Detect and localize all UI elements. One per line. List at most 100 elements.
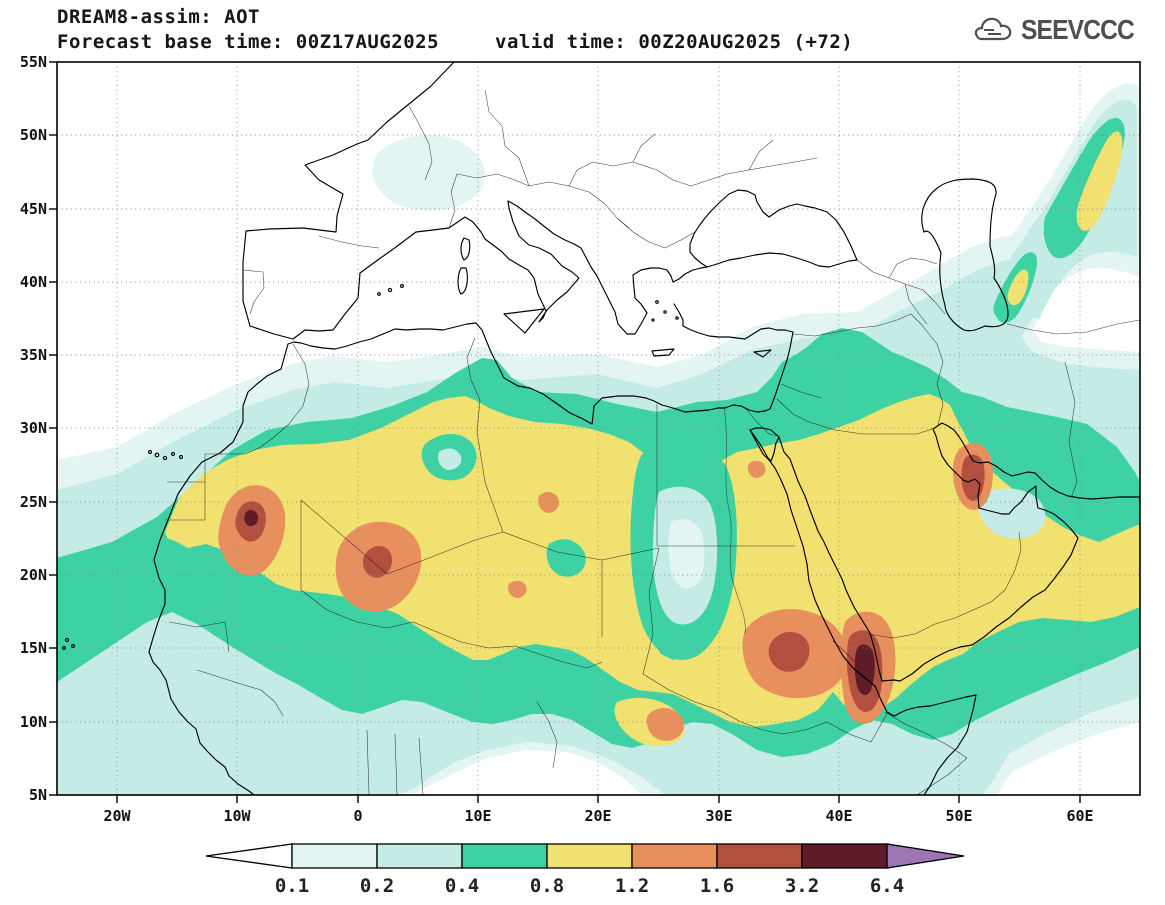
lon-tick-label: 0 — [353, 807, 362, 825]
coast-red-sea-west — [749, 429, 977, 795]
lon-tick-label: 60E — [1066, 807, 1093, 825]
lat-tick-label: 50N — [20, 126, 47, 144]
border-segment — [832, 640, 856, 663]
border-segment — [484, 89, 530, 187]
valid-time: valid time: 00Z20AUG2025 (+72) — [495, 31, 854, 53]
lat-tick-label: 35N — [20, 346, 47, 364]
lat-tick-label: 5N — [29, 786, 47, 804]
forecast-base-time: Forecast base time: 00Z17AUG2025 — [57, 31, 440, 53]
border-segment — [165, 482, 206, 521]
colorbar-segment — [546, 843, 633, 869]
colorbar: 0.1 0.2 0.4 0.8 1.2 1.6 3.2 6.4 — [205, 843, 965, 897]
seevccc-logo: SEEVCCC — [969, 14, 1149, 46]
lat-tick-label: 15N — [20, 639, 47, 657]
logo-text: SEEVCCC — [1020, 14, 1135, 45]
colorbar-label: 3.2 — [785, 875, 819, 897]
border-segment — [922, 289, 946, 315]
colorbar-labels: 0.1 0.2 0.4 0.8 1.2 1.6 3.2 6.4 — [275, 875, 904, 897]
border-segment — [1006, 319, 1140, 335]
colorbar-segment — [801, 843, 888, 869]
colorbar-segment — [631, 843, 718, 869]
small-islands — [62, 284, 679, 650]
colorbar-label: 1.6 — [700, 875, 734, 897]
colorbar-label: 1.2 — [615, 875, 649, 897]
colorbar-segment — [376, 843, 463, 869]
border-segment — [690, 157, 818, 187]
border-segment — [868, 531, 1022, 639]
nile-river — [723, 406, 746, 635]
border-segment — [536, 701, 558, 769]
border-segment — [318, 235, 380, 249]
border-segment — [528, 181, 590, 193]
border-segment — [418, 737, 424, 795]
plot-titles: DREAM8-assim: AOT Forecast base time: 00… — [57, 6, 853, 53]
cloud-icon — [974, 17, 1011, 41]
island-sardinia — [457, 267, 468, 295]
border-segment — [601, 547, 660, 561]
border-segment — [568, 161, 692, 187]
border-segment — [476, 399, 504, 533]
plot-subtitle: Forecast base time: 00Z17AUG2025 valid t… — [57, 31, 853, 53]
lat-axis-ticks — [49, 61, 57, 796]
border-segment — [167, 453, 245, 483]
border-segment — [300, 589, 603, 669]
border-segment — [776, 398, 933, 435]
border-segment — [916, 757, 968, 795]
lon-tick-label: 10E — [464, 807, 491, 825]
border-segment — [780, 383, 822, 399]
border-segment — [745, 408, 779, 437]
colorbar-overflow-arrow — [886, 843, 965, 869]
border-segment — [632, 133, 656, 163]
coast-north-africa — [148, 303, 794, 795]
aot-minima-pale — [668, 519, 705, 589]
border-segment — [300, 499, 388, 575]
border-segment — [904, 283, 928, 325]
island-cyprus — [753, 349, 772, 358]
coast-europe — [242, 62, 858, 340]
border-segment — [408, 105, 433, 181]
lat-axis-labels: 55N 50N 45N 40N 35N 30N 25N 20N 15N 10N … — [20, 53, 47, 804]
island-corsica — [460, 237, 471, 261]
border-segment — [448, 173, 458, 229]
border-segment — [394, 733, 398, 795]
lon-tick-label: 20W — [103, 807, 131, 825]
lat-tick-label: 45N — [20, 200, 47, 218]
border-segment — [748, 139, 774, 171]
country-borders — [165, 89, 1140, 795]
colorbar-label: 0.8 — [530, 875, 564, 897]
border-segment — [884, 711, 968, 759]
border-segment — [1064, 361, 1078, 499]
lat-tick-label: 40N — [20, 273, 47, 291]
coastlines — [62, 62, 1140, 795]
border-segment — [466, 337, 481, 401]
border-segment — [888, 257, 938, 279]
lon-tick-label: 30E — [705, 807, 732, 825]
border-segment — [792, 313, 912, 337]
island-crete — [651, 348, 675, 357]
colorbar-segment — [291, 843, 378, 869]
plot-title: DREAM8-assim: AOT — [57, 6, 260, 28]
border-segment — [366, 729, 370, 795]
lat-tick-label: 25N — [20, 493, 47, 511]
lon-tick-label: 50E — [945, 807, 972, 825]
lon-axis-labels: 20W 10W 0 10E 20E 30E 40E 50E 60E — [103, 807, 1093, 825]
lat-tick-label: 20N — [20, 566, 47, 584]
border-segment — [502, 531, 603, 561]
lon-tick-label: 10W — [223, 807, 251, 825]
border-segment — [386, 531, 504, 575]
lat-tick-label: 30N — [20, 419, 47, 437]
border-segment — [642, 547, 660, 675]
border-segment — [642, 673, 828, 735]
colorbar-segment — [716, 843, 803, 869]
border-segment — [588, 191, 630, 229]
border-segment — [910, 313, 944, 426]
lat-tick-label: 55N — [20, 53, 47, 71]
coast-caspian — [921, 178, 1009, 332]
lon-axis-ticks — [116, 795, 1081, 803]
map-plot: 55N 50N 45N 40N 35N 30N 25N 20N 15N 10N … — [20, 53, 1141, 825]
island-sicily — [503, 308, 545, 334]
lat-tick-label: 10N — [20, 713, 47, 731]
colorbar-label: 0.1 — [275, 875, 309, 897]
coast-sinai — [749, 427, 780, 462]
